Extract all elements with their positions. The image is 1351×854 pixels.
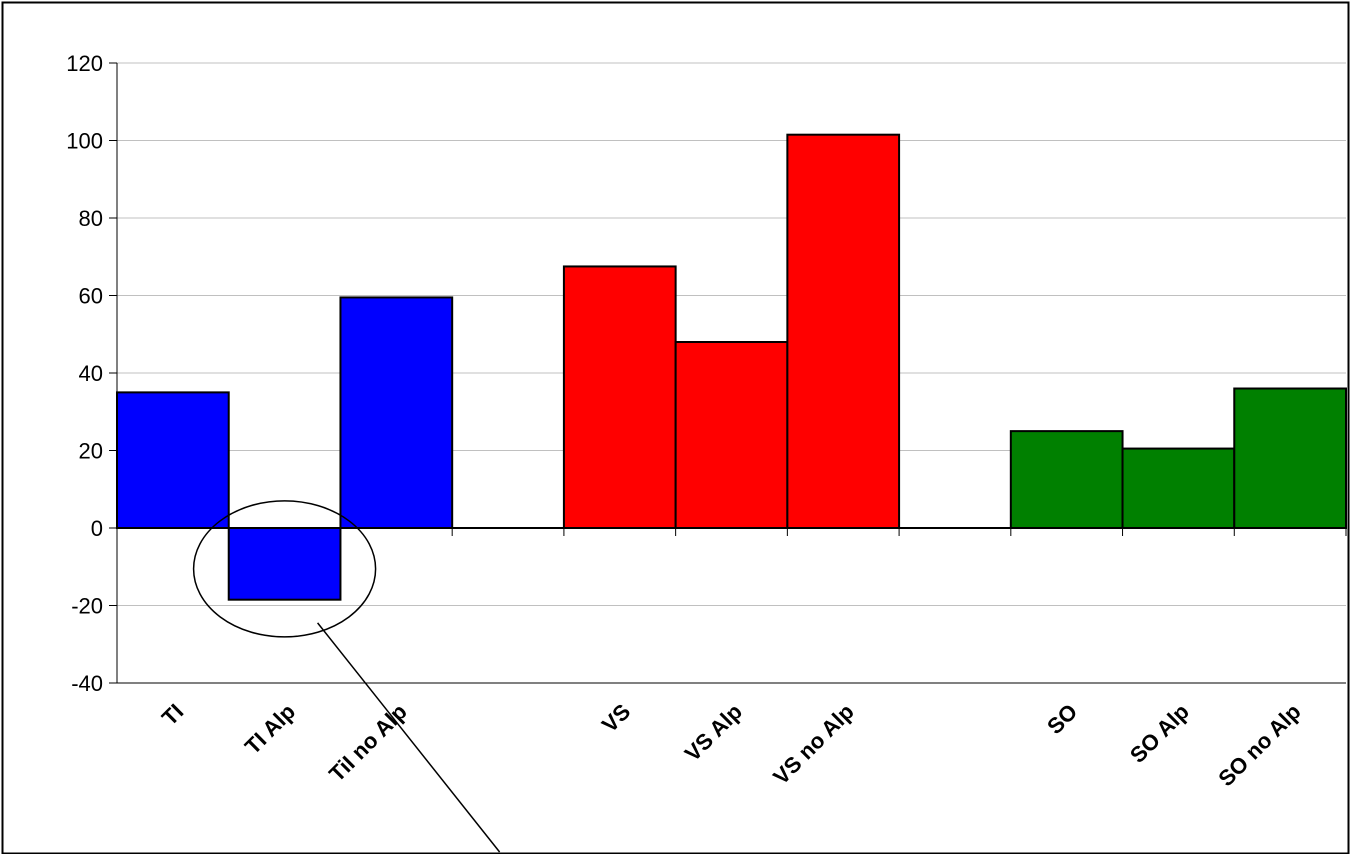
axes bbox=[109, 62, 1347, 684]
bar bbox=[1121, 447, 1236, 529]
y-tick-label: -40 bbox=[71, 671, 103, 696]
y-tick-label: 60 bbox=[79, 284, 103, 309]
y-tick-label: 40 bbox=[79, 361, 103, 386]
bar bbox=[116, 391, 230, 529]
bar bbox=[674, 341, 789, 529]
y-tick-label: 120 bbox=[66, 51, 103, 76]
bars bbox=[116, 133, 1347, 601]
bar bbox=[1233, 387, 1347, 529]
y-tick-label: 80 bbox=[79, 206, 103, 231]
bar bbox=[786, 133, 901, 529]
bar bbox=[562, 265, 677, 529]
y-tick-label: 20 bbox=[79, 439, 103, 464]
callout-annotation bbox=[192, 500, 501, 853]
y-tick-labels: 120 100 80 60 40 20 0 -20 -40 bbox=[66, 51, 103, 696]
bar bbox=[339, 296, 454, 529]
y-tick-label: 0 bbox=[91, 516, 103, 541]
callout-leader-line bbox=[317, 622, 501, 853]
callout-ellipse bbox=[192, 500, 377, 638]
bar bbox=[1009, 430, 1124, 529]
y-tick-label: 100 bbox=[66, 129, 103, 154]
y-tick-label: -20 bbox=[71, 594, 103, 619]
bar bbox=[227, 527, 342, 601]
